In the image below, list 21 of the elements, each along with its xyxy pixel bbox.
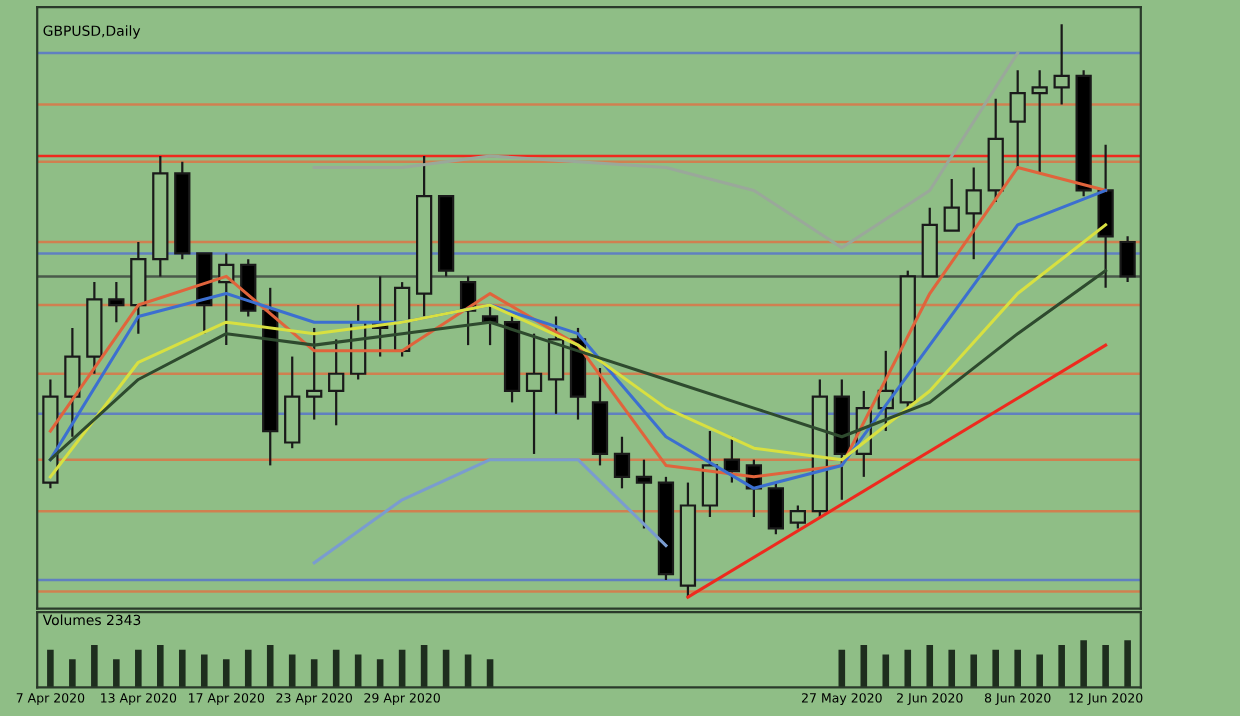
candlestick — [64, 326, 81, 438]
candlestick — [767, 481, 785, 536]
candlestick — [1053, 23, 1070, 106]
candlestick — [701, 429, 719, 519]
candlestick — [1097, 143, 1114, 289]
candlestick — [525, 332, 543, 456]
candlestick — [635, 458, 653, 530]
candlestick — [965, 166, 982, 261]
candlestick — [1009, 69, 1026, 169]
candlestick — [1031, 69, 1048, 175]
candlestick — [613, 435, 631, 490]
candlestick — [789, 504, 806, 530]
candlestick — [943, 177, 960, 232]
candlestick — [130, 240, 147, 335]
candlestick — [328, 338, 345, 427]
candlestick — [723, 435, 741, 484]
candlestick — [284, 355, 301, 450]
candlestick — [547, 315, 565, 415]
candlestick — [108, 280, 125, 324]
candlestick — [1119, 235, 1136, 284]
candlestick — [306, 326, 323, 421]
